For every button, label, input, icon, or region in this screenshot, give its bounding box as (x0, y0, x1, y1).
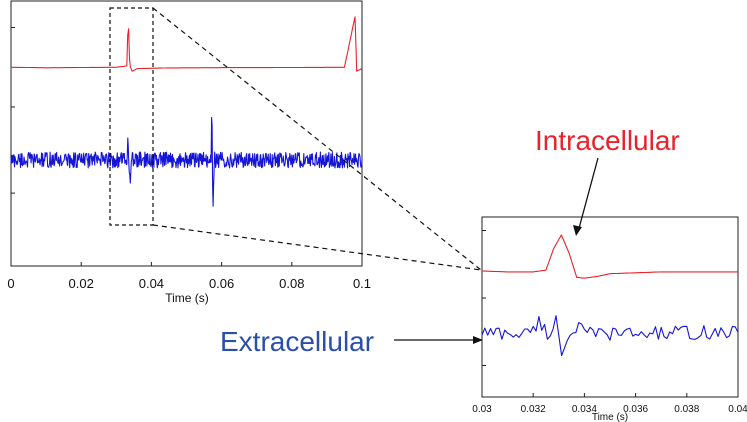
zoom-chart-series (481, 234, 739, 357)
zoom-box (109, 7, 154, 226)
series-line (11, 16, 363, 72)
zoom-guide-bottom (152, 224, 482, 271)
x-tick-label: 0.1 (353, 276, 371, 291)
zoom-guide-top (152, 7, 482, 271)
intracellular-arrow (577, 157, 599, 233)
zoom-indicator (109, 7, 482, 271)
x-tick-label: 0.04 (728, 404, 747, 415)
main-chart-xlabel: Time (s) (165, 291, 209, 305)
zoom-chart-xlabel: Time (s) (592, 412, 628, 422)
extracellular-arrowhead (473, 336, 483, 344)
main-chart: 0 0.02 0.04 0.06 0.08 0.1 Time (s) (7, 0, 371, 305)
zoom-chart: 0.03 0.032 0.034 0.036 0.038 0.04 Time (s) (472, 216, 747, 422)
extracellular-label: Extracellular (220, 326, 374, 357)
x-tick-label: 0 (7, 276, 14, 291)
main-chart-series (10, 16, 363, 207)
zoom-chart-y-ticks (482, 230, 486, 366)
x-tick-label: 0.02 (69, 276, 94, 291)
zoom-chart-x-ticks: 0.03 0.032 0.034 0.036 0.038 0.04 (472, 393, 747, 415)
zoom-chart-frame (481, 216, 739, 398)
intracellular-arrowhead (573, 225, 582, 236)
series-line (10, 116, 363, 207)
x-tick-label: 0.032 (521, 404, 546, 415)
x-tick-label: 0.036 (623, 404, 648, 415)
x-tick-label: 0.04 (139, 276, 164, 291)
main-chart-y-ticks (11, 27, 15, 194)
x-tick-label: 0.06 (209, 276, 234, 291)
main-chart-x-ticks: 0 0.02 0.04 0.06 0.08 0.1 (7, 262, 371, 291)
main-chart-frame (10, 0, 363, 267)
series-line (481, 315, 739, 357)
x-tick-label: 0.034 (572, 404, 597, 415)
intracellular-label: Intracellular (535, 125, 680, 156)
x-tick-label: 0.038 (674, 404, 699, 415)
annotations: Intracellular Extracellular (220, 125, 680, 357)
x-tick-label: 0.08 (279, 276, 304, 291)
series-line (482, 234, 738, 279)
x-tick-label: 0.03 (472, 404, 492, 415)
